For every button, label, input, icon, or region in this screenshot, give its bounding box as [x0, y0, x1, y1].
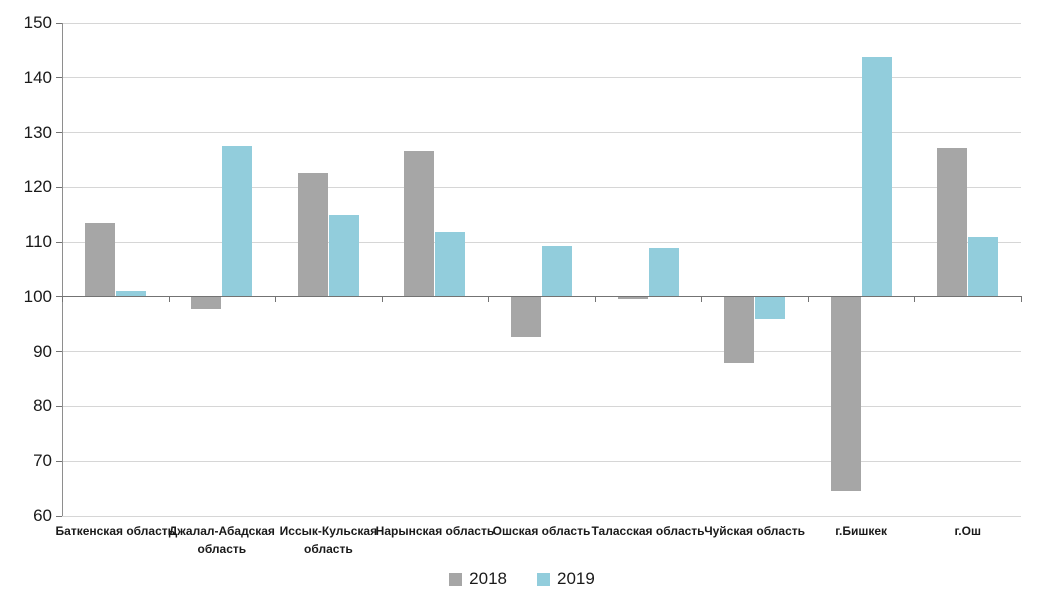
y-axis-tick-120: [56, 186, 62, 188]
category-axis-tick-2: [275, 296, 277, 302]
y-axis-label-70: 70: [33, 451, 52, 471]
bar-2019-0: [115, 290, 146, 297]
category-axis-tick-5: [594, 296, 596, 302]
y-axis-tick-100: [56, 296, 62, 298]
category-axis-tick-9: [1021, 296, 1022, 302]
y-axis-tick-150: [56, 22, 62, 24]
gridline-140: [62, 77, 1021, 79]
category-axis-tick-3: [381, 296, 383, 302]
y-axis-label-100: 100: [23, 286, 52, 306]
bar-2019-2: [328, 215, 359, 297]
y-axis-label-150: 150: [23, 13, 52, 32]
category-label-1: Джалал-Абадская область: [168, 524, 275, 556]
gridline-70: [62, 460, 1021, 462]
y-axis-label-120: 120: [23, 177, 52, 197]
y-axis-label-130: 130: [23, 122, 52, 142]
bar-2018-0: [84, 222, 115, 297]
bar-2018-4: [511, 296, 541, 337]
y-axis-tick-140: [56, 77, 62, 79]
gridline-80: [62, 405, 1021, 407]
category-axis-tick-0: [62, 296, 63, 302]
bar-2019-5: [648, 247, 679, 297]
bar-2018-8: [937, 147, 968, 297]
gridline-60: [62, 515, 1021, 517]
bar-2018-2: [297, 172, 328, 297]
bar-2019-1: [222, 146, 253, 297]
category-label-8: г.Ош: [954, 524, 981, 538]
category-label-2: Иссык-Кульская область: [279, 524, 378, 556]
y-axis-tick-80: [56, 405, 62, 407]
category-label-0: Баткенская область: [55, 524, 175, 538]
bar-2018-7: [830, 296, 861, 492]
y-axis-tick-90: [56, 351, 62, 353]
legend-label-2018: 2018: [469, 569, 507, 588]
y-axis-label-60: 60: [33, 506, 52, 525]
category-label-7: г.Бишкек: [835, 524, 888, 538]
y-axis-label-80: 80: [33, 396, 52, 416]
gridline-130: [62, 132, 1021, 134]
bar-2019-4: [542, 245, 572, 297]
legend-swatch-2019: [537, 572, 550, 586]
category-axis-tick-6: [701, 296, 703, 302]
legend: 2018 2019: [0, 569, 1044, 589]
category-axis-line: [62, 296, 1022, 298]
legend-item-2018: 2018: [449, 569, 507, 589]
y-axis-tick-70: [56, 460, 62, 462]
legend-swatch-2018: [449, 572, 463, 586]
y-axis-tick-110: [56, 241, 62, 243]
category-label-3: Нарынская область: [375, 524, 495, 538]
bar-2019-3: [435, 232, 466, 297]
gridline-120: [62, 186, 1021, 188]
category-axis-tick-7: [807, 296, 809, 302]
category-axis-tick-8: [914, 296, 916, 302]
category-axis-tick-4: [488, 296, 490, 302]
y-axis-tick-60: [56, 515, 62, 517]
bar-2018-5: [617, 296, 648, 299]
legend-item-2019: 2019: [537, 569, 595, 589]
legend-label-2019: 2019: [557, 569, 595, 588]
gridline-150: [62, 22, 1021, 24]
category-axis-tick-1: [168, 296, 170, 302]
bar-2019-7: [861, 56, 892, 297]
y-axis-line: [62, 23, 63, 516]
bar-2018-3: [404, 151, 435, 297]
category-label-4: Ошская область: [492, 524, 591, 538]
gridline-110: [62, 241, 1021, 243]
y-axis-tick-130: [56, 132, 62, 134]
y-axis-label-110: 110: [24, 232, 52, 252]
bar-2018-6: [724, 296, 755, 363]
category-label-6: Чуйская область: [704, 524, 806, 538]
bar-2019-6: [755, 296, 786, 319]
bar-2018-1: [191, 296, 222, 309]
category-label-5: Таласская область: [591, 524, 705, 538]
y-axis-label-90: 90: [33, 341, 52, 361]
y-axis-label-140: 140: [23, 67, 52, 87]
gridline-90: [62, 351, 1021, 353]
bar-2019-8: [968, 236, 999, 297]
